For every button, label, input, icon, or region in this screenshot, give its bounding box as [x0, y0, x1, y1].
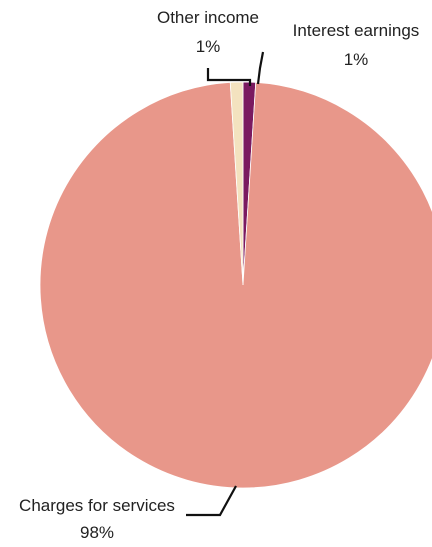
slice-name-interest-earnings: Interest earnings: [293, 21, 420, 40]
pie-slice-charges-for-services: [39, 81, 432, 489]
leader-line-other-income: [206, 68, 252, 86]
slice-name-charges-for-services: Charges for services: [19, 496, 175, 515]
leader-line-charges-for-services: [186, 485, 237, 517]
slice-value-interest-earnings: 1%: [344, 50, 369, 69]
leader-line-interest-earnings: [256, 51, 265, 85]
slice-value-charges-for-services: 98%: [80, 523, 114, 542]
pie-slices: [39, 81, 432, 489]
slice-name-other-income: Other income: [157, 8, 259, 27]
pie-slice-other-income: [229, 81, 244, 286]
slice-value-other-income: 1%: [196, 37, 221, 56]
